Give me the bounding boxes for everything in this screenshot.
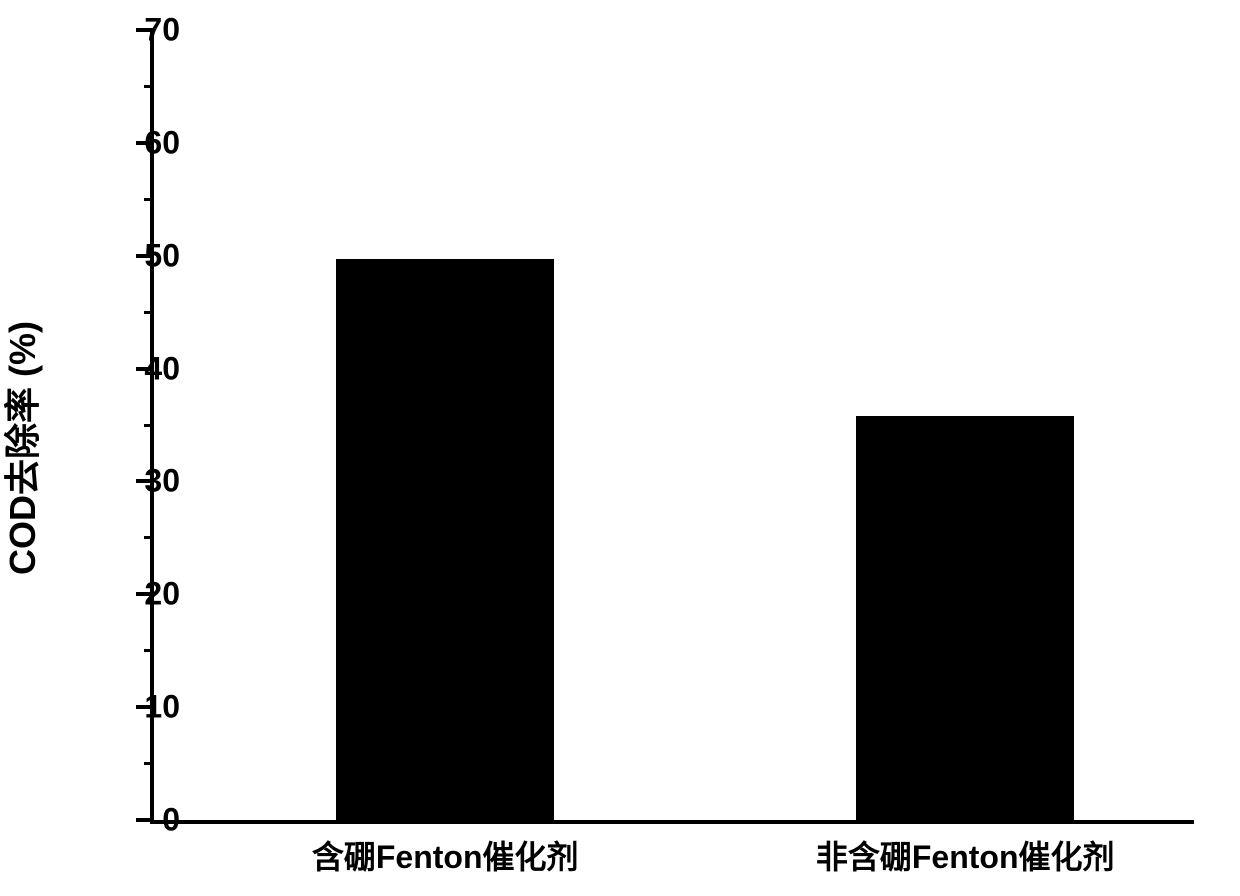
y-tick-label: 50	[120, 237, 180, 274]
y-tick-label: 10	[120, 689, 180, 726]
y-tick-label: 30	[120, 463, 180, 500]
x-category-label: 非含硼Fenton催化剂	[816, 832, 1115, 878]
y-tick-minor	[144, 424, 154, 427]
y-tick-label: 60	[120, 124, 180, 161]
y-tick-minor	[144, 311, 154, 314]
y-tick-label: 70	[120, 12, 180, 49]
y-tick-minor	[144, 536, 154, 539]
bar	[856, 416, 1074, 820]
y-tick-label: 40	[120, 350, 180, 387]
x-category-label: 含硼Fenton催化剂	[312, 832, 579, 878]
y-tick-minor	[144, 198, 154, 201]
y-tick-minor	[144, 649, 154, 652]
y-tick-label: 20	[120, 576, 180, 613]
y-tick-minor	[144, 762, 154, 765]
bar	[336, 259, 554, 820]
y-tick-label: 0	[120, 802, 180, 839]
y-tick-minor	[144, 85, 154, 88]
y-axis-title: COD去除率 (%)	[0, 321, 46, 575]
chart-container: COD去除率 (%) 含硼Fenton催化剂非含硼Fenton催化剂 01020…	[0, 0, 1240, 896]
plot-area: 含硼Fenton催化剂非含硼Fenton催化剂	[150, 30, 1194, 824]
